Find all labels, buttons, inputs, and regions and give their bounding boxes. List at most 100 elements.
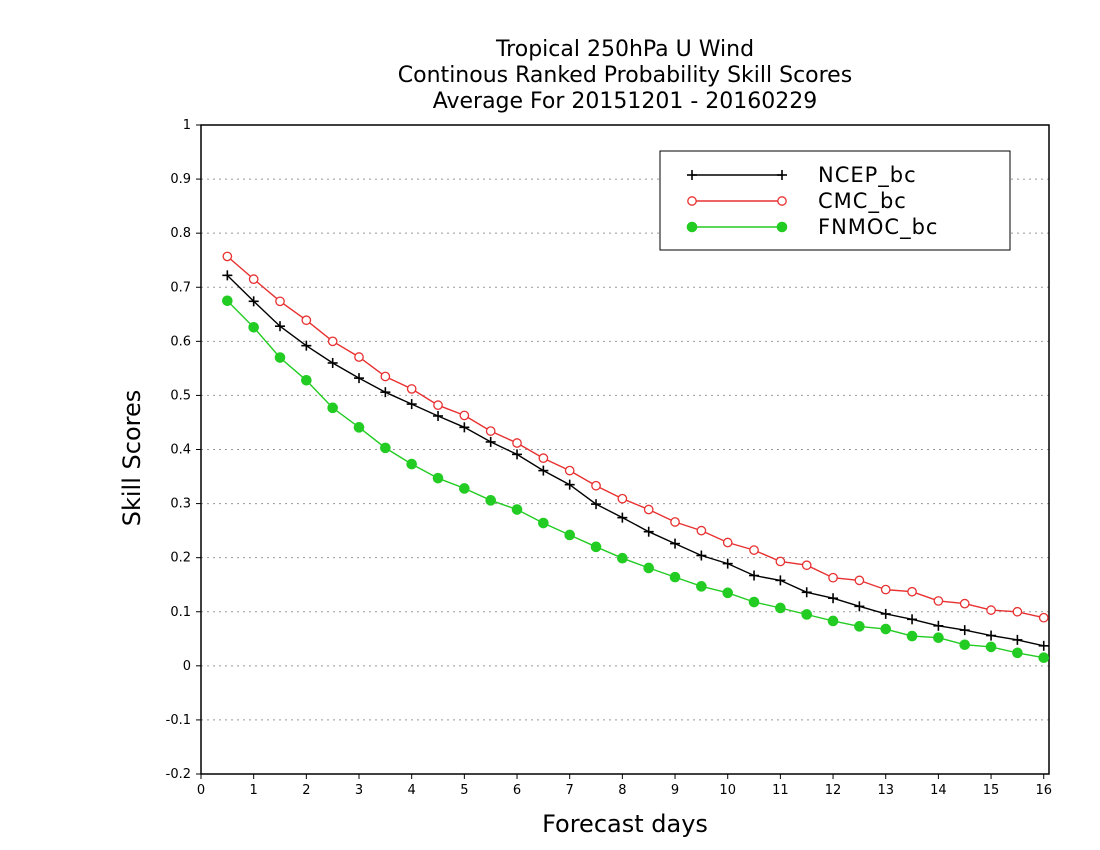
data-point xyxy=(275,296,285,307)
data-point xyxy=(301,374,312,386)
chart-title-line-2: Continous Ranked Probability Skill Score… xyxy=(397,63,853,88)
data-point xyxy=(985,641,997,653)
data-point xyxy=(854,575,865,586)
data-point xyxy=(485,426,496,436)
series-line-NCEP_bc xyxy=(226,274,1044,647)
data-point xyxy=(749,545,759,555)
data-point xyxy=(512,449,523,460)
y-tick-label: 0.9 xyxy=(170,172,191,187)
x-tick-label: 6 xyxy=(513,783,521,798)
data-point xyxy=(564,529,575,541)
data-point xyxy=(669,571,681,583)
data-point xyxy=(828,572,838,583)
series-line-FNMOC_bc xyxy=(226,300,1044,659)
data-point xyxy=(485,436,496,447)
x-tick-label: 0 xyxy=(197,783,205,798)
data-point xyxy=(854,621,865,632)
data-point xyxy=(880,584,891,595)
data-point xyxy=(880,608,891,619)
chart-title-line-1: Tropical 250hPa U Wind xyxy=(495,37,755,62)
x-tick-label: 8 xyxy=(618,783,626,798)
x-tick-label: 10 xyxy=(719,783,736,798)
data-point xyxy=(643,526,654,537)
data-point xyxy=(1012,634,1023,645)
data-point xyxy=(248,274,259,284)
data-point xyxy=(643,562,655,574)
legend-marker xyxy=(687,170,697,180)
data-point xyxy=(617,493,628,504)
data-point xyxy=(617,552,628,564)
legend-marker xyxy=(687,196,697,206)
data-point xyxy=(459,483,470,494)
data-point xyxy=(959,598,970,609)
legend-marker xyxy=(776,221,788,233)
data-point xyxy=(696,550,707,561)
data-point xyxy=(933,632,944,644)
data-point xyxy=(933,596,944,606)
data-point xyxy=(959,625,970,636)
x-tick-label: 12 xyxy=(825,783,842,798)
data-point xyxy=(275,321,286,332)
data-point xyxy=(564,465,575,476)
legend-marker xyxy=(777,170,787,180)
x-tick-label: 1 xyxy=(250,783,258,798)
data-point xyxy=(380,371,391,382)
x-tick-label: 14 xyxy=(930,783,947,798)
data-point xyxy=(301,315,312,326)
data-point xyxy=(801,587,812,598)
data-point xyxy=(617,512,628,523)
data-point xyxy=(327,336,338,347)
chart-title-line-3: Average For 20151201 - 20160229 xyxy=(432,89,818,114)
data-point xyxy=(907,586,917,597)
data-point xyxy=(512,438,522,448)
data-point xyxy=(722,558,733,569)
data-point xyxy=(406,458,417,470)
data-point xyxy=(564,479,575,490)
data-point xyxy=(222,270,233,281)
data-point xyxy=(854,601,865,612)
x-tick-label: 11 xyxy=(772,783,789,798)
y-tick-label: 0.2 xyxy=(170,551,191,566)
data-point xyxy=(591,480,601,491)
x-tick-label: 16 xyxy=(1035,783,1052,798)
y-tick-label: -0.1 xyxy=(166,713,191,728)
x-tick-label: 3 xyxy=(355,783,363,798)
axis-ticks: -0.2-0.100.10.20.30.40.50.60.70.80.910 1 2… xyxy=(166,118,1052,798)
data-point xyxy=(933,620,944,631)
data-point xyxy=(748,596,760,608)
data-point xyxy=(459,422,470,433)
y-tick-label: 0.5 xyxy=(170,388,191,403)
x-tick-label: 5 xyxy=(460,783,468,798)
y-axis-title: Skill Scores xyxy=(118,390,146,527)
data-point xyxy=(354,352,364,362)
y-tick-label: 0.4 xyxy=(170,443,191,458)
data-point xyxy=(406,399,417,410)
y-tick-label: 0.1 xyxy=(170,605,191,620)
legend-label: NCEP_bc xyxy=(818,163,917,188)
data-point xyxy=(775,575,786,586)
data-point xyxy=(801,560,812,571)
data-point xyxy=(432,472,444,484)
data-point xyxy=(696,525,707,536)
y-tick-label: 0.3 xyxy=(170,497,191,512)
data-point xyxy=(301,340,312,351)
data-point xyxy=(880,623,892,635)
data-point xyxy=(591,499,602,510)
grid-lines xyxy=(201,178,1049,721)
data-point xyxy=(353,422,365,433)
data-point xyxy=(986,605,996,615)
data-point xyxy=(1038,652,1050,664)
data-point xyxy=(538,453,549,464)
x-tick-label: 13 xyxy=(877,783,894,798)
data-point xyxy=(327,402,338,414)
data-point xyxy=(801,609,813,620)
data-point xyxy=(828,593,839,604)
data-point xyxy=(722,587,734,599)
data-point xyxy=(959,639,971,651)
data-point xyxy=(775,556,786,567)
series-layer xyxy=(222,251,1050,664)
data-point xyxy=(406,384,417,394)
x-tick-label: 15 xyxy=(983,783,1000,798)
data-point xyxy=(380,387,391,398)
